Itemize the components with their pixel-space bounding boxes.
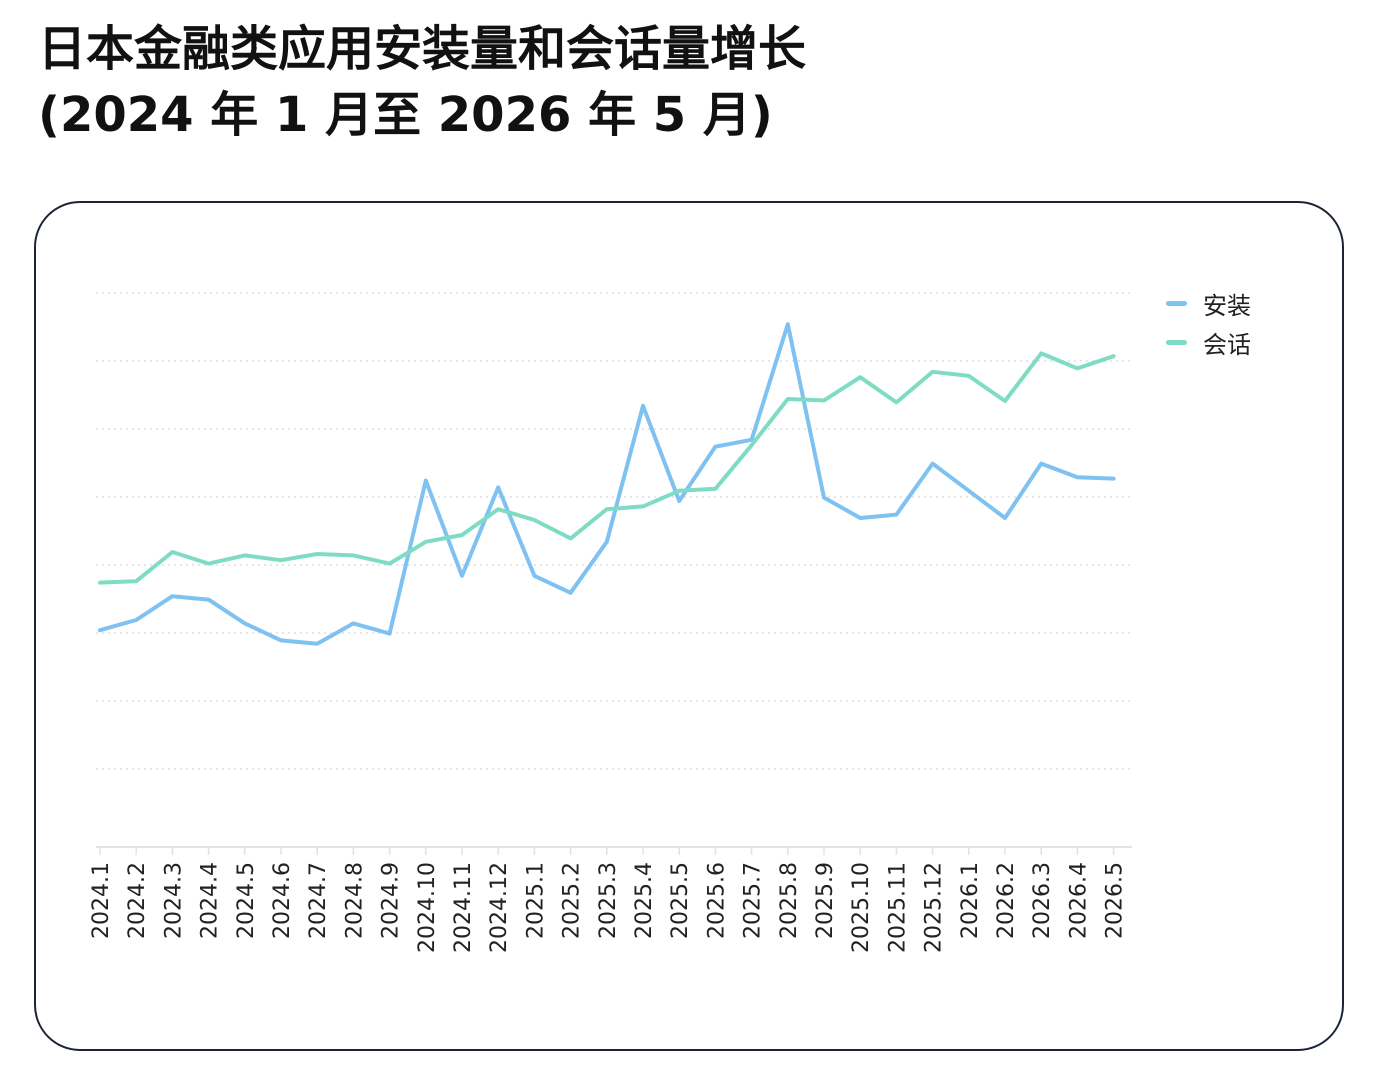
x-tick-label: 2025.10 [849, 862, 874, 953]
x-tick-label: 2026.2 [994, 862, 1019, 939]
x-tick-label: 2024.12 [487, 862, 512, 953]
x-tick-label: 2024.1 [89, 862, 114, 939]
x-tick-label: 2024.7 [306, 862, 331, 939]
x-tick-label: 2025.12 [922, 862, 947, 953]
x-tick-label: 2024.11 [451, 862, 476, 953]
legend-label-installs: 安装 [1203, 292, 1251, 320]
legend-label-sessions: 会话 [1203, 331, 1251, 359]
x-tick-label: 2026.1 [958, 862, 983, 939]
x-tick-label: 2024.2 [125, 862, 150, 939]
x-tick-label: 2024.4 [198, 862, 223, 939]
x-tick-label: 2025.3 [596, 862, 621, 939]
legend-swatch-installs [1166, 301, 1187, 306]
x-tick-label: 2024.10 [415, 862, 440, 953]
x-tick-label: 2025.2 [560, 862, 585, 939]
x-tick-label: 2024.6 [270, 862, 295, 939]
series-line-sessions [98, 351, 1116, 585]
x-tick-label: 2024.3 [161, 862, 186, 939]
x-tick-label: 2024.8 [342, 862, 367, 939]
x-tick-label: 2025.4 [632, 862, 657, 939]
legend-item-sessions[interactable]: 会话 [1166, 323, 1251, 362]
chart-title-line-1: 日本金融类应用安装量和会话量增长 [38, 21, 807, 77]
legend-swatch-sessions [1166, 340, 1187, 345]
x-tick-label: 2025.5 [668, 862, 693, 939]
x-tick-label: 2026.3 [1030, 862, 1055, 939]
x-tick-label: 2025.9 [813, 862, 838, 939]
chart-title-line-2: (2024 年 1 月至 2026 年 5 月) [38, 87, 773, 143]
x-tick-label: 2025.6 [704, 862, 729, 939]
x-tick-label: 2025.7 [741, 862, 766, 939]
x-tick-label: 2025.11 [885, 862, 910, 953]
x-tick-label: 2024.9 [379, 862, 404, 939]
x-tick-label: 2026.4 [1066, 862, 1091, 939]
chart-title: 日本金融类应用安装量和会话量增长 (2024 年 1 月至 2026 年 5 月… [38, 16, 1038, 148]
x-tick-label: 2024.5 [234, 862, 259, 939]
legend: 安装 会话 [1166, 284, 1251, 362]
legend-item-installs[interactable]: 安装 [1166, 284, 1251, 323]
x-tick-label: 2026.5 [1103, 862, 1128, 939]
x-tick-label: 2025.1 [523, 862, 548, 939]
series-line-installs [98, 322, 1116, 646]
x-tick-label: 2025.8 [777, 862, 802, 939]
